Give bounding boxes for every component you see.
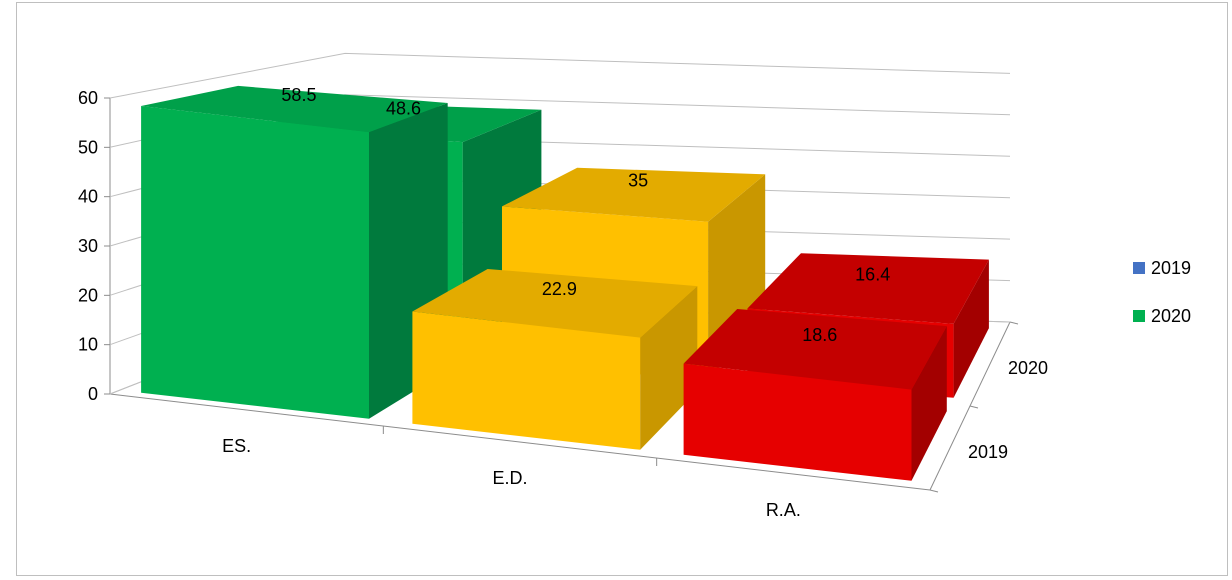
data-label: 48.6 bbox=[386, 99, 421, 119]
legend-label: 2019 bbox=[1151, 258, 1191, 278]
category-axis: ES. E.D. R.A. bbox=[222, 426, 801, 520]
data-label: 58.5 bbox=[281, 85, 316, 105]
legend-swatch bbox=[1133, 262, 1145, 274]
depth-label: 2020 bbox=[1008, 358, 1048, 378]
category-axis-line bbox=[109, 393, 931, 491]
legend-swatch bbox=[1133, 310, 1145, 322]
bar-top-face bbox=[141, 85, 448, 133]
legend: 2019 2020 bbox=[1133, 258, 1191, 326]
bar-top-face bbox=[502, 167, 766, 222]
depth-axis: 2019 2020 bbox=[929, 321, 1048, 493]
depth-label: 2019 bbox=[968, 442, 1008, 462]
bar-front-face bbox=[141, 106, 369, 419]
legend-label: 2020 bbox=[1151, 306, 1191, 326]
y-tick-label: 10 bbox=[78, 335, 98, 355]
depth-tick-mark bbox=[969, 405, 979, 409]
data-label: 16.4 bbox=[855, 264, 890, 284]
y-tick-label: 0 bbox=[88, 384, 98, 404]
y-tick-label: 60 bbox=[78, 88, 98, 108]
bar bbox=[412, 269, 698, 450]
y-axis-ticks: 0 10 20 30 40 50 60 bbox=[78, 88, 98, 404]
data-label: 22.9 bbox=[542, 279, 577, 299]
bar bbox=[683, 309, 947, 481]
bar bbox=[141, 85, 448, 419]
category-label: E.D. bbox=[492, 468, 527, 488]
y-tick-label: 40 bbox=[78, 187, 98, 207]
y-tick-label: 30 bbox=[78, 236, 98, 256]
y-tick-label: 50 bbox=[78, 137, 98, 157]
data-label: 18.6 bbox=[802, 325, 837, 345]
category-label: R.A. bbox=[766, 500, 801, 520]
bar-top-face bbox=[747, 253, 989, 324]
bar-front-face bbox=[683, 363, 912, 481]
bar-side-face bbox=[640, 286, 698, 450]
bar-side-face bbox=[911, 326, 947, 481]
depth-tick-mark bbox=[1009, 321, 1019, 325]
category-label: ES. bbox=[222, 436, 251, 456]
data-labels: 48.6 35 16.4 58.5 22.9 18.6 bbox=[281, 85, 890, 345]
gridline bbox=[109, 52, 1011, 99]
bar-front-face bbox=[412, 311, 641, 450]
bar-top-face bbox=[412, 269, 698, 338]
bar-top-face bbox=[683, 309, 947, 390]
y-tick-label: 20 bbox=[78, 285, 98, 305]
data-label: 35 bbox=[628, 171, 648, 191]
bar-side-face bbox=[953, 259, 989, 398]
bars bbox=[141, 85, 989, 481]
depth-tick-mark bbox=[929, 489, 939, 493]
